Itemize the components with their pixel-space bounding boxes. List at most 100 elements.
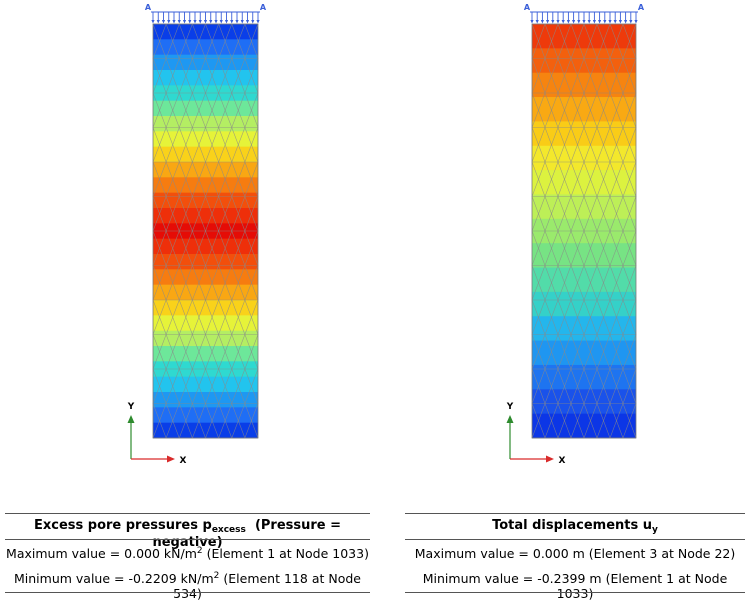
load-arrow-head [224, 20, 229, 24]
mesh-line [622, 127, 637, 163]
mesh-line [596, 92, 611, 128]
displacement-contour-plot: A AYX [506, 3, 645, 466]
load-arrow-head [582, 20, 586, 24]
max-value-unit-exponent: 2 [196, 546, 203, 556]
mesh-line [544, 230, 559, 266]
mesh-line [192, 334, 206, 370]
contour-band [153, 146, 258, 163]
mesh-line [557, 92, 572, 128]
mesh-line [596, 196, 611, 232]
contour-band [153, 131, 258, 148]
pore-pressure-contour-plot: A AYX [127, 3, 267, 466]
mesh-line [231, 299, 246, 335]
support-label-left: A [145, 3, 152, 12]
support-label-left: A [524, 3, 531, 12]
mesh-line [622, 230, 637, 266]
mesh-line [165, 58, 180, 94]
y-axis-label: Y [506, 402, 514, 412]
mesh-line [622, 368, 637, 404]
mesh-line [218, 92, 233, 128]
mesh-line [622, 196, 637, 232]
mesh-line [244, 92, 259, 128]
mesh-line [570, 23, 585, 59]
mesh-lines [152, 23, 259, 439]
mesh-line [544, 92, 559, 128]
load-arrow-head [592, 20, 596, 24]
mesh-line [570, 161, 585, 197]
mesh-line [178, 58, 193, 94]
mesh-line [218, 127, 233, 163]
x-axis-label: X [180, 456, 187, 466]
mesh-line [192, 403, 206, 439]
mesh-line [609, 196, 624, 232]
load-arrow-head [235, 20, 239, 24]
mesh-line [205, 299, 219, 335]
mesh-line [583, 23, 598, 59]
support-label-right: A [260, 3, 267, 12]
mesh-line [622, 299, 637, 335]
mesh-line [205, 23, 219, 59]
mesh-line [596, 299, 611, 335]
y-axis-arrow-head [127, 415, 135, 423]
distributed-load [151, 11, 260, 24]
load-arrow-head [540, 20, 544, 24]
mesh-line [192, 230, 206, 266]
legend-title-suffix: (Pressure = negative) [152, 518, 342, 550]
mesh-line [218, 403, 233, 439]
mesh-line [244, 23, 259, 59]
mesh-line [152, 265, 167, 301]
mesh-line [596, 265, 611, 301]
mesh-line [557, 58, 572, 94]
mesh-line [557, 23, 572, 59]
contour-band [153, 100, 258, 117]
mesh-line [531, 265, 546, 301]
mesh-line [570, 196, 585, 232]
mesh-line [244, 265, 259, 301]
contour-band [153, 422, 258, 439]
load-arrow-head [561, 20, 565, 24]
legend-top-rule [405, 513, 745, 514]
mesh-line [244, 334, 259, 370]
mesh-line [231, 265, 246, 301]
mesh-line [557, 230, 572, 266]
contour-band [532, 389, 636, 415]
mesh-line [531, 334, 546, 370]
y-axis-label: Y [127, 402, 135, 412]
max-value-location: (Element 1 at Node 1033) [202, 546, 369, 561]
load-arrow-head [203, 20, 208, 24]
mesh-line [218, 299, 233, 335]
mesh-line [570, 230, 585, 266]
contour-band [532, 170, 636, 195]
mesh-line [205, 196, 219, 232]
mesh-line [583, 265, 598, 301]
mesh-line [557, 334, 572, 370]
distributed-load [530, 11, 638, 24]
x-axis-arrow-head [167, 455, 175, 463]
mesh-line [531, 23, 546, 59]
contour-band [532, 121, 636, 147]
load-arrow-head [209, 20, 213, 24]
load-arrow-head [587, 20, 591, 24]
mesh-line [570, 265, 585, 301]
mesh-line [531, 368, 546, 404]
mesh-line [152, 196, 167, 232]
mesh-line [165, 265, 180, 301]
contour-band [153, 346, 258, 362]
mesh-line [218, 334, 233, 370]
mesh-line [178, 127, 193, 163]
mesh-line [165, 334, 180, 370]
mesh-line [596, 127, 611, 163]
mesh-line [205, 230, 219, 266]
mesh-line [622, 23, 637, 59]
axis-triad: YX [127, 402, 187, 466]
mesh-line [570, 127, 585, 163]
mesh-line [192, 127, 206, 163]
contour-band [153, 376, 258, 393]
mesh-line [583, 161, 598, 197]
mesh-line [544, 23, 559, 59]
mesh-line [165, 196, 180, 232]
contour-band [153, 162, 258, 178]
legend-bottom-rule [405, 592, 745, 593]
mesh-line [544, 334, 559, 370]
